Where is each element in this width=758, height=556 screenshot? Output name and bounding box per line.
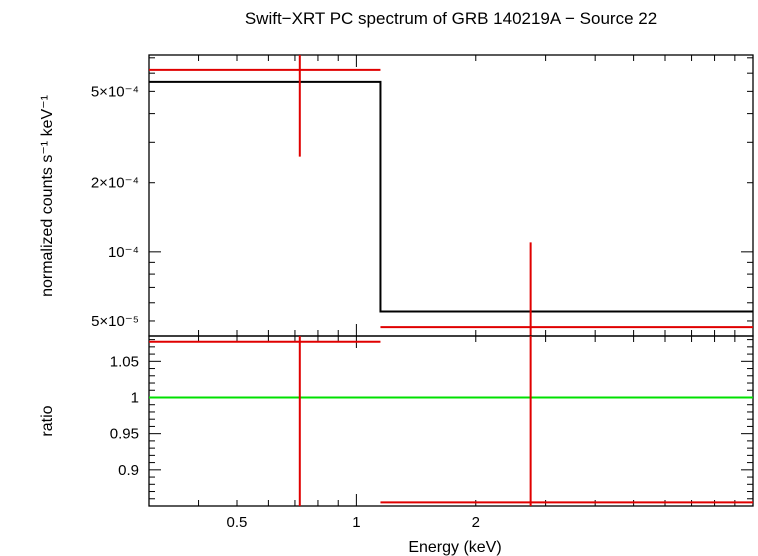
spectrum-frame (148, 54, 754, 337)
spectrum-ytick-label: 10⁻⁴ (108, 244, 139, 261)
energy-xtick-label: 0.5 (227, 514, 248, 531)
chart-title: Swift−XRT PC spectrum of GRB 140219A − S… (245, 9, 657, 28)
ratio-ytick-label: 1 (131, 389, 139, 406)
spectrum-ytick-label: 2×10⁻⁴ (91, 175, 139, 192)
spectrum-data-point (380, 242, 753, 336)
ratio-ytick-label: 0.9 (118, 462, 139, 479)
ratio-panel: 0.9 0.95 1 1.05 0.5 1 2 ratio Energy (keV) (39, 335, 754, 556)
model-step-line (149, 80, 753, 313)
ratio-data-point (149, 336, 381, 506)
energy-xlabel: Energy (keV) (408, 539, 501, 556)
ratio-frame (148, 335, 754, 507)
spectrum-panel: 5×10⁻⁵ 10⁻⁴ 2×10⁻⁴ 5×10⁻⁴ normalized counts… (39, 54, 754, 337)
spectrum-data-point (149, 55, 381, 157)
spectrum-ylabel: normalized counts s⁻¹ keV⁻¹ (39, 95, 56, 297)
ratio-data-point (380, 336, 753, 506)
spectrum-ytick-label: 5×10⁻⁵ (91, 313, 139, 330)
spectrum-ytick-label: 5×10⁻⁴ (91, 83, 139, 100)
energy-xtick-label: 2 (472, 514, 480, 531)
energy-xtick-label: 1 (352, 514, 360, 531)
ratio-ytick-label: 1.05 (110, 353, 139, 370)
ratio-ytick-label: 0.95 (110, 426, 139, 443)
ratio-ylabel: ratio (39, 405, 56, 436)
